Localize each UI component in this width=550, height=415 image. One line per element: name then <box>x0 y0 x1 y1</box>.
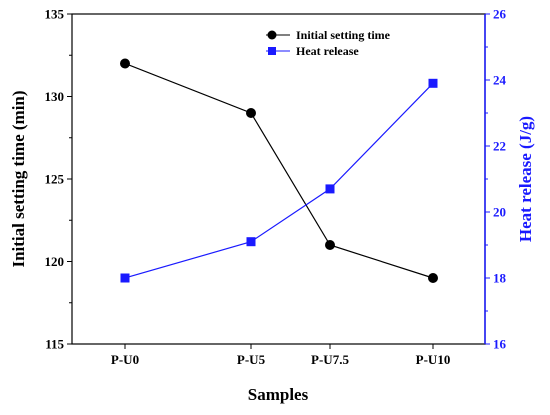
right-tick-label: 16 <box>493 337 507 352</box>
legend: Initial setting time Heat release <box>266 28 391 58</box>
left-tick-label: 130 <box>45 89 65 104</box>
legend-label-heat-release: Heat release <box>296 44 359 58</box>
x-tick-label: P-U10 <box>416 352 451 367</box>
legend-marker-heat-release <box>268 47 276 55</box>
left-tick-label: 135 <box>45 7 65 22</box>
x-tick-label: P-U0 <box>111 352 139 367</box>
x-tick-label: P-U5 <box>237 352 266 367</box>
right-axis-ticks: 16 18 20 22 24 26 <box>485 7 507 352</box>
left-tick-label: 115 <box>45 337 64 352</box>
right-tick-label: 22 <box>493 139 506 154</box>
left-axis-title: Initial setting time (min) <box>9 90 28 267</box>
series-line-initial-setting-time <box>124 62 434 279</box>
left-tick-label: 120 <box>45 254 65 269</box>
data-point-initial-setting-time <box>246 108 256 118</box>
plot-frame <box>71 13 486 345</box>
data-point-heat-release <box>428 78 438 88</box>
data-point-heat-release <box>246 237 256 247</box>
x-axis-title: Samples <box>248 385 309 404</box>
data-point-initial-setting-time <box>428 273 438 283</box>
data-point-heat-release <box>120 273 130 283</box>
left-tick-label: 125 <box>45 172 65 187</box>
right-tick-label: 24 <box>493 73 507 88</box>
right-tick-label: 18 <box>493 271 507 286</box>
x-axis-ticks: P-U0 P-U5 P-U7.5 P-U10 <box>111 344 450 367</box>
left-axis-ticks: 115 120 125 130 135 <box>45 7 72 352</box>
series-layer <box>120 58 438 283</box>
data-point-heat-release <box>325 184 335 194</box>
right-axis-title: Heat release (J/g) <box>516 116 535 242</box>
right-tick-label: 20 <box>493 205 506 220</box>
legend-marker-initial-setting-time <box>267 30 277 40</box>
data-point-initial-setting-time <box>325 240 335 250</box>
series-line-heat-release <box>124 82 434 279</box>
right-tick-label: 26 <box>493 7 507 22</box>
legend-label-initial-setting-time: Initial setting time <box>296 28 391 42</box>
data-point-initial-setting-time <box>120 58 130 69</box>
x-tick-label: P-U7.5 <box>311 352 349 367</box>
